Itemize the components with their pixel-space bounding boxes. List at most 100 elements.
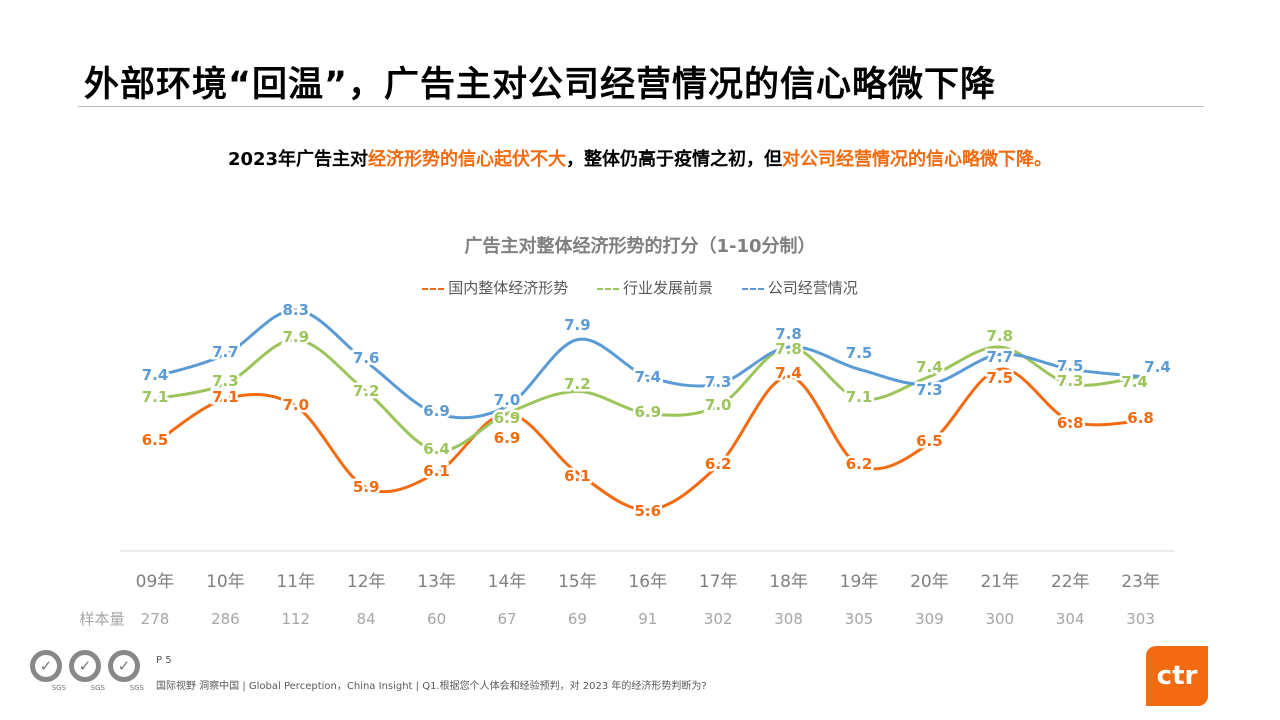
legend-item: 公司经营情况: [741, 279, 858, 297]
data-label: 6.9: [423, 402, 450, 420]
sgs-badge: ✓ SGS: [69, 650, 105, 692]
data-label: 6.8: [1057, 414, 1084, 432]
slide-title: 外部环境“回温”，广告主对公司经营情况的信心略微下降: [84, 65, 997, 105]
x-tick-label: 11年: [276, 572, 315, 592]
data-label: 7.4: [1144, 358, 1171, 376]
series-line-2: [154, 308, 1141, 420]
x-tick-label: 15年: [558, 572, 597, 592]
footer-source: 国际视野 洞察中国 | Global Perception，China Insi…: [156, 681, 707, 692]
data-label: 7.5: [1057, 357, 1084, 375]
data-label: 7.9: [283, 328, 310, 346]
data-label: 7.4: [916, 358, 943, 376]
sample-size-label: 69: [568, 610, 587, 628]
data-label: 6.9: [494, 429, 521, 447]
data-label: 7.6: [353, 349, 380, 367]
data-label: 7.3: [1057, 372, 1084, 390]
legend-item: 行业发展前景: [596, 279, 713, 297]
data-label: 7.1: [846, 388, 873, 406]
data-label: 8.3: [283, 301, 310, 319]
sample-size-label: 67: [497, 610, 516, 628]
sgs-certification-logos: ✓ SGS ✓ SGS ✓ SGS: [30, 650, 146, 692]
subtitle-part: 2023年广告主对: [227, 149, 369, 170]
sample-size-label: 84: [357, 610, 376, 628]
data-label: 7.3: [916, 381, 943, 399]
title-divider: [78, 106, 1204, 107]
data-label: 6.5: [142, 431, 169, 449]
sgs-badge: ✓ SGS: [108, 650, 144, 692]
sample-size-label: 302: [704, 610, 733, 628]
sample-size-heading: 样本量: [79, 610, 124, 628]
x-tick-label: 12年: [347, 572, 386, 592]
sgs-check-icon: ✓: [30, 650, 62, 682]
data-label: 7.1: [142, 388, 169, 406]
sgs-badge: ✓ SGS: [30, 650, 66, 692]
data-label: 7.3: [705, 373, 732, 391]
x-tick-label: 20年: [910, 572, 949, 592]
data-label: 6.9: [494, 409, 521, 427]
legend-swatch: [422, 287, 445, 290]
sample-size-label: 60: [427, 610, 446, 628]
x-tick-label: 13年: [417, 572, 456, 592]
x-tick-label: 16年: [628, 572, 667, 592]
data-label: 6.4: [423, 440, 450, 458]
sample-size-label: 91: [638, 610, 657, 628]
slide-subtitle: 2023年广告主对经济形势的信心起伏不大，整体仍高于疫情之初，但对公司经营情况的…: [0, 145, 1280, 171]
data-label: 7.3: [212, 372, 239, 390]
data-label: 7.0: [283, 396, 310, 414]
sgs-check-icon: ✓: [69, 650, 101, 682]
data-label: 6.5: [916, 432, 943, 450]
data-label: 6.2: [705, 455, 732, 473]
data-label: 7.0: [494, 391, 521, 409]
legend-swatch: [596, 287, 619, 290]
data-label: 7.9: [564, 316, 591, 334]
ctr-logo: ctr: [1146, 646, 1208, 706]
subtitle-highlight: 经济形势的信心起伏不大: [368, 149, 567, 170]
x-tick-label: 18年: [769, 572, 808, 592]
sample-size-label: 303: [1126, 610, 1155, 628]
sgs-label: SGS: [129, 684, 144, 692]
sample-size-label: 308: [774, 610, 803, 628]
data-label: 7.2: [353, 382, 380, 400]
sgs-label: SGS: [51, 684, 66, 692]
sample-size-label: 286: [211, 610, 240, 628]
data-label: 7.8: [775, 340, 802, 358]
data-label: 6.2: [846, 455, 873, 473]
data-label: 7.4: [775, 364, 802, 382]
x-tick-label: 22年: [1051, 572, 1090, 592]
chart-title: 广告主对整体经济形势的打分（1-10分制）: [464, 236, 816, 257]
data-label: 7.4: [1121, 373, 1148, 391]
data-label: 7.4: [142, 366, 169, 384]
subtitle-part: ，整体仍高于疫情之初，但: [566, 149, 783, 170]
x-tick-label: 21年: [980, 572, 1019, 592]
x-tick-label: 09年: [136, 572, 175, 592]
sample-size-label: 305: [845, 610, 874, 628]
sample-size-label: 304: [1056, 610, 1085, 628]
data-label: 7.0: [705, 396, 732, 414]
x-tick-label: 17年: [699, 572, 738, 592]
legend-label: 国内整体经济形势: [448, 279, 569, 297]
sample-size-label: 278: [141, 610, 170, 628]
sample-size-label: 300: [985, 610, 1014, 628]
legend-label: 行业发展前景: [622, 279, 713, 297]
series-line-0: [154, 367, 1141, 512]
subtitle-highlight: 对公司经营情况的信心略微下降。: [782, 149, 1053, 170]
data-label: 5.9: [353, 478, 380, 496]
sgs-check-icon: ✓: [108, 650, 140, 682]
legend-item: 国内整体经济形势: [422, 279, 568, 297]
data-label: 7.2: [564, 375, 591, 393]
x-tick-label: 19年: [840, 572, 879, 592]
x-tick-label: 23年: [1121, 572, 1160, 592]
sgs-label: SGS: [90, 684, 105, 692]
x-tick-label: 14年: [488, 572, 527, 592]
data-label: 6.8: [1127, 409, 1154, 427]
data-label: 7.5: [846, 344, 873, 362]
legend-swatch: [741, 287, 764, 290]
data-label: 6.1: [423, 462, 450, 480]
data-label: 7.7: [212, 343, 239, 361]
sample-size-label: 112: [281, 610, 310, 628]
data-label: 6.1: [564, 467, 591, 485]
data-label: 7.1: [212, 388, 239, 406]
data-label: 5.6: [635, 502, 662, 520]
x-tick-label: 10年: [206, 572, 245, 592]
